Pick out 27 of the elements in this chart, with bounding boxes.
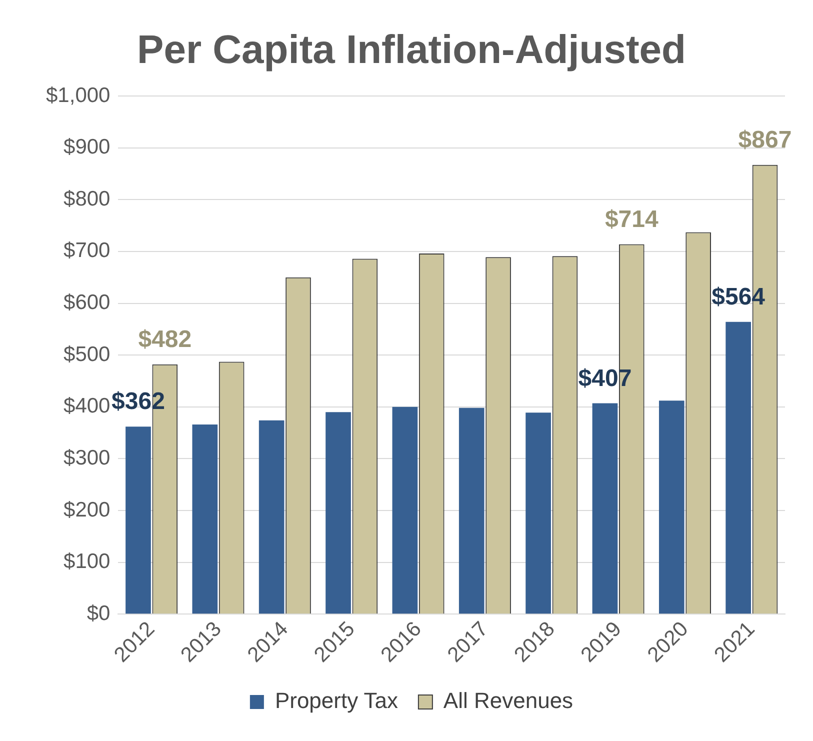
- bar: [526, 412, 551, 614]
- y-tick-label: $500: [64, 342, 110, 366]
- legend-label: All Revenues: [443, 688, 574, 714]
- chart-title: Per Capita Inflation-Adjusted: [137, 28, 686, 72]
- data-label: $714: [604, 206, 659, 233]
- y-tick-label: $0: [86, 602, 110, 625]
- bar: [192, 424, 218, 614]
- data-label: $867: [738, 126, 792, 154]
- bar: [126, 426, 151, 614]
- y-tick-label: $900: [64, 136, 110, 159]
- data-label: $482: [138, 326, 192, 354]
- y-tick-label: $100: [64, 550, 110, 574]
- bar: [258, 420, 284, 614]
- y-tick-label: $700: [64, 239, 110, 262]
- bar: [326, 412, 351, 614]
- bar: [458, 408, 484, 614]
- bar: [592, 403, 618, 614]
- y-tick-label: $800: [64, 187, 110, 210]
- y-tick-label: $400: [64, 394, 110, 418]
- y-tick-label: $1,000: [46, 84, 110, 107]
- y-tick-label: $200: [64, 498, 110, 522]
- y-tick-label: $600: [64, 291, 110, 314]
- y-tick-label: $300: [64, 446, 110, 470]
- bar: [726, 322, 751, 614]
- bar: [392, 406, 418, 614]
- bar: [658, 400, 684, 614]
- legend-label: Property Tax: [274, 688, 398, 714]
